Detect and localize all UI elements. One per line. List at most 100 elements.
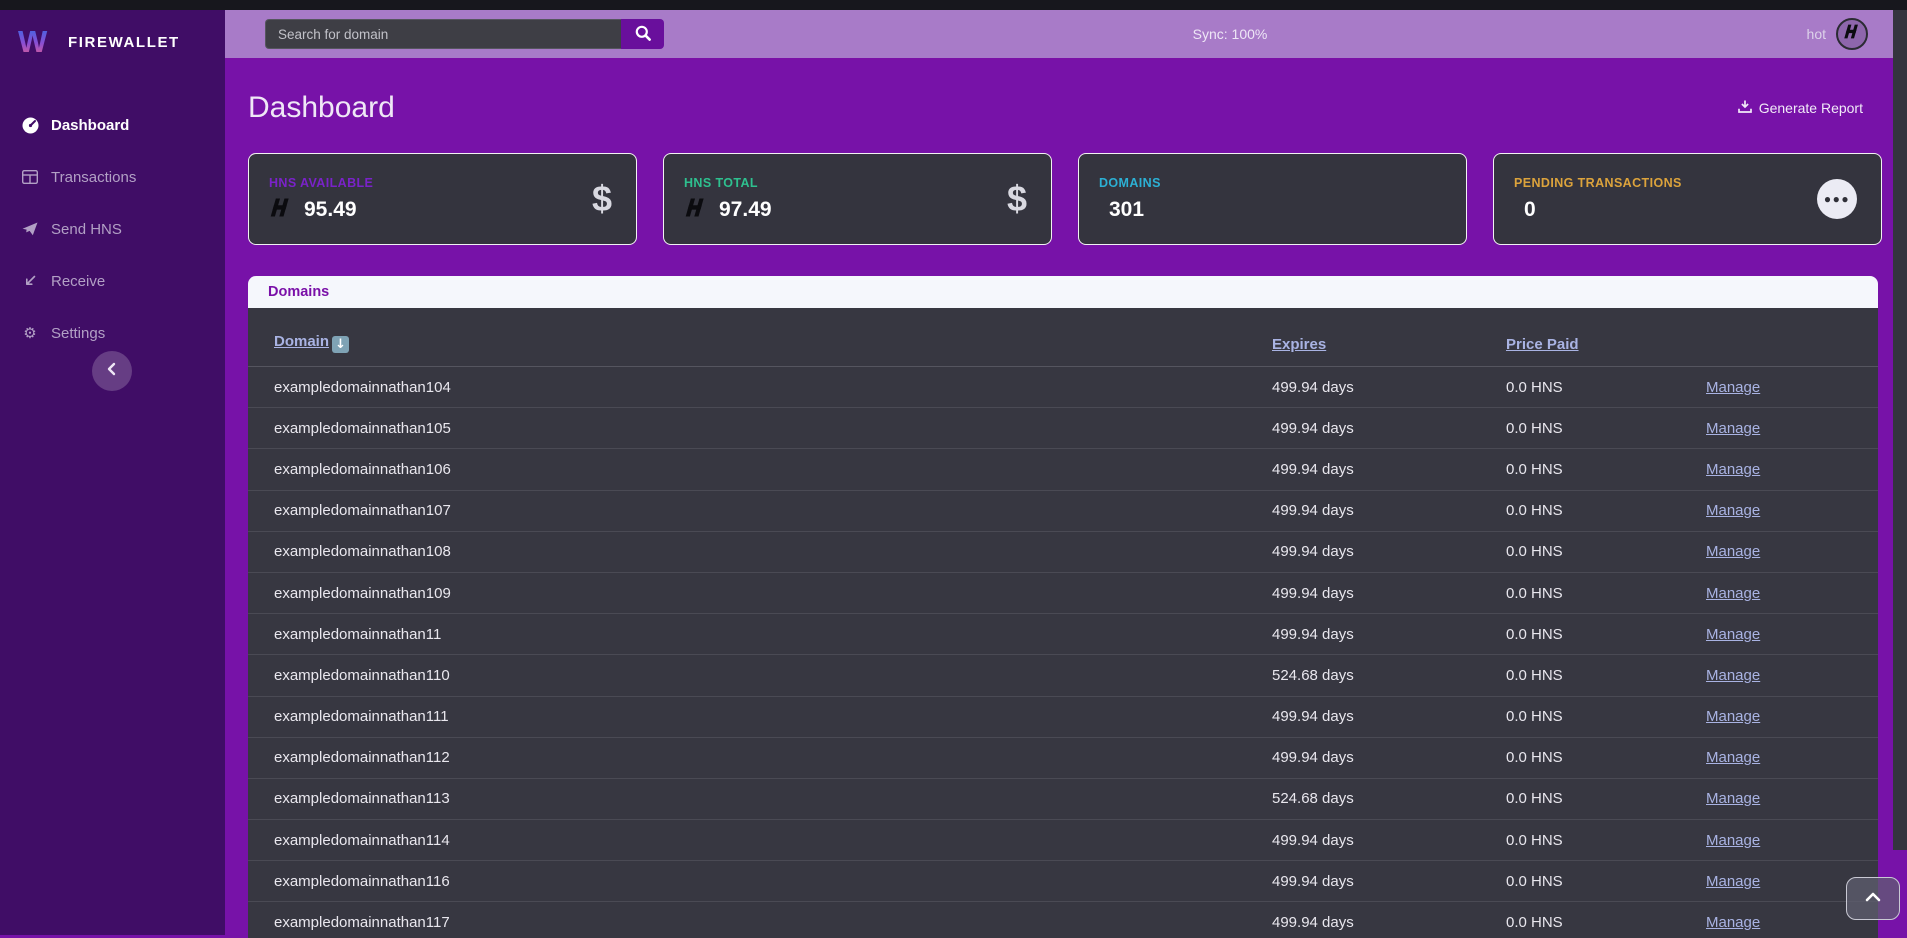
table-row: exampledomainnathan108 499.94 days 0.0 H… [248, 532, 1878, 573]
hns-logo-icon [269, 198, 294, 223]
cell-domain: exampledomainnathan11 [274, 625, 442, 643]
manage-link[interactable]: Manage [1706, 543, 1761, 561]
page-title: Dashboard [248, 91, 395, 124]
sidebar-item-receive[interactable]: Receive [0, 255, 225, 307]
sidebar-collapse-button[interactable] [92, 351, 132, 391]
table-row: exampledomainnathan117 499.94 days 0.0 H… [248, 902, 1878, 938]
manage-link[interactable]: Manage [1706, 419, 1761, 437]
svg-text:W: W [18, 24, 48, 56]
cell-expires: 499.94 days [1272, 378, 1354, 396]
cell-price-paid: 0.0 HNS [1506, 378, 1563, 396]
table-row: exampledomainnathan112 499.94 days 0.0 H… [248, 738, 1878, 779]
sidebar-item-transactions[interactable]: Transactions [0, 151, 225, 203]
wallet-avatar[interactable] [1836, 18, 1868, 50]
cell-price-paid: 0.0 HNS [1506, 708, 1563, 726]
cell-expires: 499.94 days [1272, 460, 1354, 478]
generate-report-button[interactable]: Generate Report [1737, 100, 1863, 116]
cell-price-paid: 0.0 HNS [1506, 914, 1563, 932]
column-header-price-paid[interactable]: Price Paid [1506, 336, 1579, 353]
cell-domain: exampledomainnathan108 [274, 543, 451, 561]
manage-link[interactable]: Manage [1706, 872, 1761, 890]
cell-price-paid: 0.0 HNS [1506, 584, 1563, 602]
send-icon [20, 222, 40, 236]
topbar: Sync: 100% hot [225, 10, 1893, 60]
table-row: exampledomainnathan114 499.94 days 0.0 H… [248, 820, 1878, 862]
sidebar-item-label: Settings [51, 324, 106, 342]
cell-domain: exampledomainnathan113 [274, 790, 450, 808]
column-header-expires[interactable]: Expires [1272, 336, 1327, 353]
cell-expires: 499.94 days [1272, 419, 1354, 437]
scroll-to-top-button[interactable] [1846, 877, 1900, 920]
manage-link[interactable]: Manage [1706, 584, 1761, 602]
manage-link[interactable]: Manage [1706, 831, 1761, 849]
manage-link[interactable]: Manage [1706, 502, 1761, 520]
domains-panel: Domains Domain ↓ Expires Price Paid examp… [248, 276, 1878, 938]
brand: W FIREWALLET [0, 10, 225, 61]
table-row: exampledomainnathan105 499.94 days 0.0 H… [248, 408, 1878, 450]
cell-expires: 499.94 days [1272, 914, 1354, 932]
sidebar-item-settings[interactable]: ⚙ Settings [0, 307, 225, 359]
cell-domain: exampledomainnathan114 [274, 831, 450, 849]
table-row: exampledomainnathan109 499.94 days 0.0 H… [248, 573, 1878, 615]
download-icon [1737, 100, 1752, 116]
cell-price-paid: 0.0 HNS [1506, 543, 1563, 561]
stat-card: PENDING TRANSACTIONS 0 ●●● [1493, 153, 1882, 245]
manage-link[interactable]: Manage [1706, 708, 1761, 726]
stat-card-label: HNS AVAILABLE [269, 175, 374, 190]
search-button[interactable] [621, 19, 664, 49]
table-row: exampledomainnathan11 499.94 days 0.0 HN… [248, 614, 1878, 656]
brand-name: FIREWALLET [68, 34, 180, 51]
dollar-icon: $ [591, 178, 612, 219]
manage-link[interactable]: Manage [1706, 790, 1761, 808]
stat-card-value: 0 [1524, 198, 1536, 221]
cell-expires: 499.94 days [1272, 584, 1354, 602]
manage-link[interactable]: Manage [1706, 914, 1761, 932]
cell-price-paid: 0.0 HNS [1506, 790, 1563, 808]
tachometer-icon [20, 117, 40, 134]
sidebar-item-label: Dashboard [51, 116, 130, 134]
cell-domain: exampledomainnathan110 [274, 666, 450, 684]
sidebar-item-send-hns[interactable]: Send HNS [0, 203, 225, 255]
sync-status: Sync: 100% [1192, 26, 1268, 42]
chevron-up-icon [1863, 890, 1883, 908]
cell-domain: exampledomainnathan112 [274, 749, 450, 767]
cell-price-paid: 0.0 HNS [1506, 749, 1563, 767]
hns-logo-icon [684, 198, 709, 223]
sidebar-nav: Dashboard Transactions Send HNS Receive … [0, 99, 225, 359]
firewallet-logo: W [18, 24, 56, 61]
window-top-strip [0, 0, 1907, 10]
cell-domain: exampledomainnathan107 [274, 502, 451, 520]
manage-link[interactable]: Manage [1706, 666, 1761, 684]
gear-icon: ⚙ [23, 324, 37, 342]
cell-price-paid: 0.0 HNS [1506, 872, 1563, 890]
stat-card-label: PENDING TRANSACTIONS [1514, 176, 1682, 190]
main-content: Dashboard Generate Report HNS AVAILABLE … [225, 60, 1893, 938]
chevron-left-icon [103, 360, 121, 383]
cell-domain: exampledomainnathan117 [274, 914, 450, 932]
ellipsis-icon: ●●● [1817, 179, 1857, 219]
manage-link[interactable]: Manage [1706, 460, 1761, 478]
manage-link[interactable]: Manage [1706, 625, 1761, 643]
domains-table: Domain ↓ Expires Price Paid exampledomain… [248, 308, 1878, 938]
search-input[interactable] [265, 19, 621, 49]
column-header-domain[interactable]: Domain [274, 333, 330, 350]
vertical-scrollbar-thumb[interactable] [1893, 10, 1907, 850]
sidebar-item-label: Transactions [51, 168, 137, 186]
cell-expires: 499.94 days [1272, 872, 1354, 890]
cell-price-paid: 0.0 HNS [1506, 831, 1563, 849]
sidebar-item-dashboard[interactable]: Dashboard [0, 99, 225, 151]
manage-link[interactable]: Manage [1706, 749, 1761, 767]
table-row: exampledomainnathan104 499.94 days 0.0 H… [248, 367, 1878, 409]
stat-card-value: 301 [1109, 198, 1145, 221]
domains-panel-title: Domains [248, 276, 1878, 308]
stat-card: DOMAINS 301 [1078, 153, 1467, 245]
table-row: exampledomainnathan106 499.94 days 0.0 H… [248, 449, 1878, 491]
manage-link[interactable]: Manage [1706, 378, 1761, 396]
cell-domain: exampledomainnathan116 [274, 872, 450, 890]
table-row: exampledomainnathan110 524.68 days 0.0 H… [248, 655, 1878, 697]
stat-card-label: DOMAINS [1099, 176, 1161, 190]
wallet-name: hot [1806, 26, 1826, 42]
sidebar-item-label: Receive [51, 272, 106, 290]
table-row: exampledomainnathan113 524.68 days 0.0 H… [248, 779, 1878, 821]
cell-expires: 499.94 days [1272, 502, 1354, 520]
